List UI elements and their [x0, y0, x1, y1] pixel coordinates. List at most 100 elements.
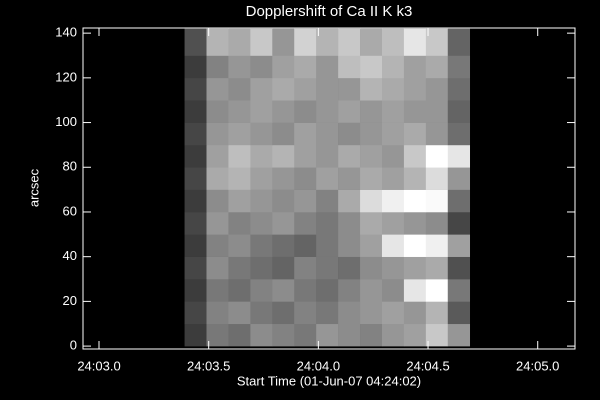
heatmap-cell — [294, 28, 317, 56]
heatmap-cell — [228, 28, 251, 56]
heatmap-cell — [360, 28, 383, 56]
heatmap-cell — [425, 55, 449, 79]
heatmap-cell — [425, 144, 449, 168]
x-tick-label: 24:03.0 — [77, 358, 120, 373]
heatmap-cell — [360, 189, 383, 213]
x-axis-label: Start Time (01-Jun-07 04:24:02) — [237, 373, 421, 388]
x-tick-label: 24:05.0 — [516, 358, 559, 373]
y-tick-label: 60 — [63, 203, 77, 218]
heatmap-cell — [447, 122, 471, 146]
heatmap-cell — [316, 77, 339, 101]
heatmap-cell — [228, 301, 251, 325]
heatmap-cell — [381, 55, 405, 79]
heatmap-cell — [381, 144, 405, 168]
chart-title: Dopplershift of Ca II K k3 — [246, 3, 413, 20]
heatmap-cell — [403, 55, 427, 79]
heatmap-cell — [294, 144, 317, 168]
heatmap-cell — [206, 279, 229, 302]
heatmap-cell — [228, 122, 251, 146]
heatmap-cell — [338, 279, 361, 302]
heatmap-cell — [272, 211, 295, 235]
heatmap-cell — [447, 167, 471, 190]
heatmap-cell — [316, 279, 339, 302]
heatmap-cell — [228, 144, 251, 168]
y-tick-label: 40 — [63, 248, 77, 263]
heatmap-cell — [425, 189, 449, 213]
heatmap-cell — [403, 211, 427, 235]
heatmap-cell — [447, 256, 471, 280]
y-tick-label: 100 — [55, 114, 77, 129]
heatmap-cell — [228, 279, 251, 302]
heatmap-cell — [206, 256, 229, 280]
heatmap-cell — [250, 256, 273, 280]
heatmap-cell — [403, 122, 427, 146]
heatmap-cell — [338, 122, 361, 146]
heatmap-cell — [403, 28, 427, 56]
heatmap-cell — [360, 55, 383, 79]
heatmap-cell — [250, 28, 273, 56]
heatmap-cell — [250, 55, 273, 79]
heatmap-cell — [228, 55, 251, 79]
heatmap-cell — [403, 144, 427, 168]
heatmap-cell — [184, 279, 207, 302]
heatmap-cell — [250, 323, 273, 347]
heatmap-cell — [184, 301, 207, 325]
heatmap-cell — [250, 122, 273, 146]
heatmap-cell — [294, 234, 317, 257]
heatmap-cell — [272, 234, 295, 257]
heatmap-cell — [403, 189, 427, 213]
heatmap-cell — [184, 55, 207, 79]
heatmap-cell — [316, 234, 339, 257]
heatmap-cell — [206, 100, 229, 123]
heatmap-cell — [184, 323, 207, 347]
heatmap-cell — [316, 100, 339, 123]
heatmap-cell — [360, 144, 383, 168]
heatmap-cell — [381, 256, 405, 280]
heatmap-cell — [316, 256, 339, 280]
heatmap-cell — [184, 234, 207, 257]
heatmap — [184, 28, 471, 347]
heatmap-cell — [184, 144, 207, 168]
heatmap-cell — [206, 28, 229, 56]
heatmap-cell — [381, 77, 405, 101]
heatmap-cell — [272, 279, 295, 302]
heatmap-cell — [403, 256, 427, 280]
heatmap-cell — [250, 144, 273, 168]
heatmap-cell — [338, 301, 361, 325]
heatmap-cell — [425, 234, 449, 257]
heatmap-cell — [447, 28, 471, 56]
y-tick-label: 0 — [70, 338, 77, 353]
heatmap-cell — [425, 167, 449, 190]
heatmap-cell — [206, 122, 229, 146]
heatmap-cell — [250, 234, 273, 257]
heatmap-cell — [316, 301, 339, 325]
heatmap-cell — [381, 122, 405, 146]
y-tick-label: 80 — [63, 159, 77, 174]
heatmap-cell — [360, 122, 383, 146]
heatmap-cell — [294, 189, 317, 213]
heatmap-cell — [425, 256, 449, 280]
heatmap-cell — [228, 100, 251, 123]
heatmap-cell — [228, 211, 251, 235]
heatmap-cell — [206, 167, 229, 190]
heatmap-cell — [228, 323, 251, 347]
y-tick-label: 20 — [63, 293, 77, 308]
heatmap-cell — [447, 301, 471, 325]
plot-frame — [82, 27, 576, 350]
heatmap-cell — [381, 189, 405, 213]
heatmap-cell — [272, 189, 295, 213]
heatmap-cell — [338, 55, 361, 79]
heatmap-cell — [250, 77, 273, 101]
heatmap-cell — [316, 122, 339, 146]
heatmap-cell — [338, 189, 361, 213]
heatmap-cell — [360, 301, 383, 325]
heatmap-cell — [184, 122, 207, 146]
heatmap-cell — [360, 256, 383, 280]
heatmap-cell — [228, 167, 251, 190]
heatmap-cell — [338, 211, 361, 235]
heatmap-cell — [184, 189, 207, 213]
heatmap-cell — [250, 301, 273, 325]
heatmap-cell — [381, 28, 405, 56]
